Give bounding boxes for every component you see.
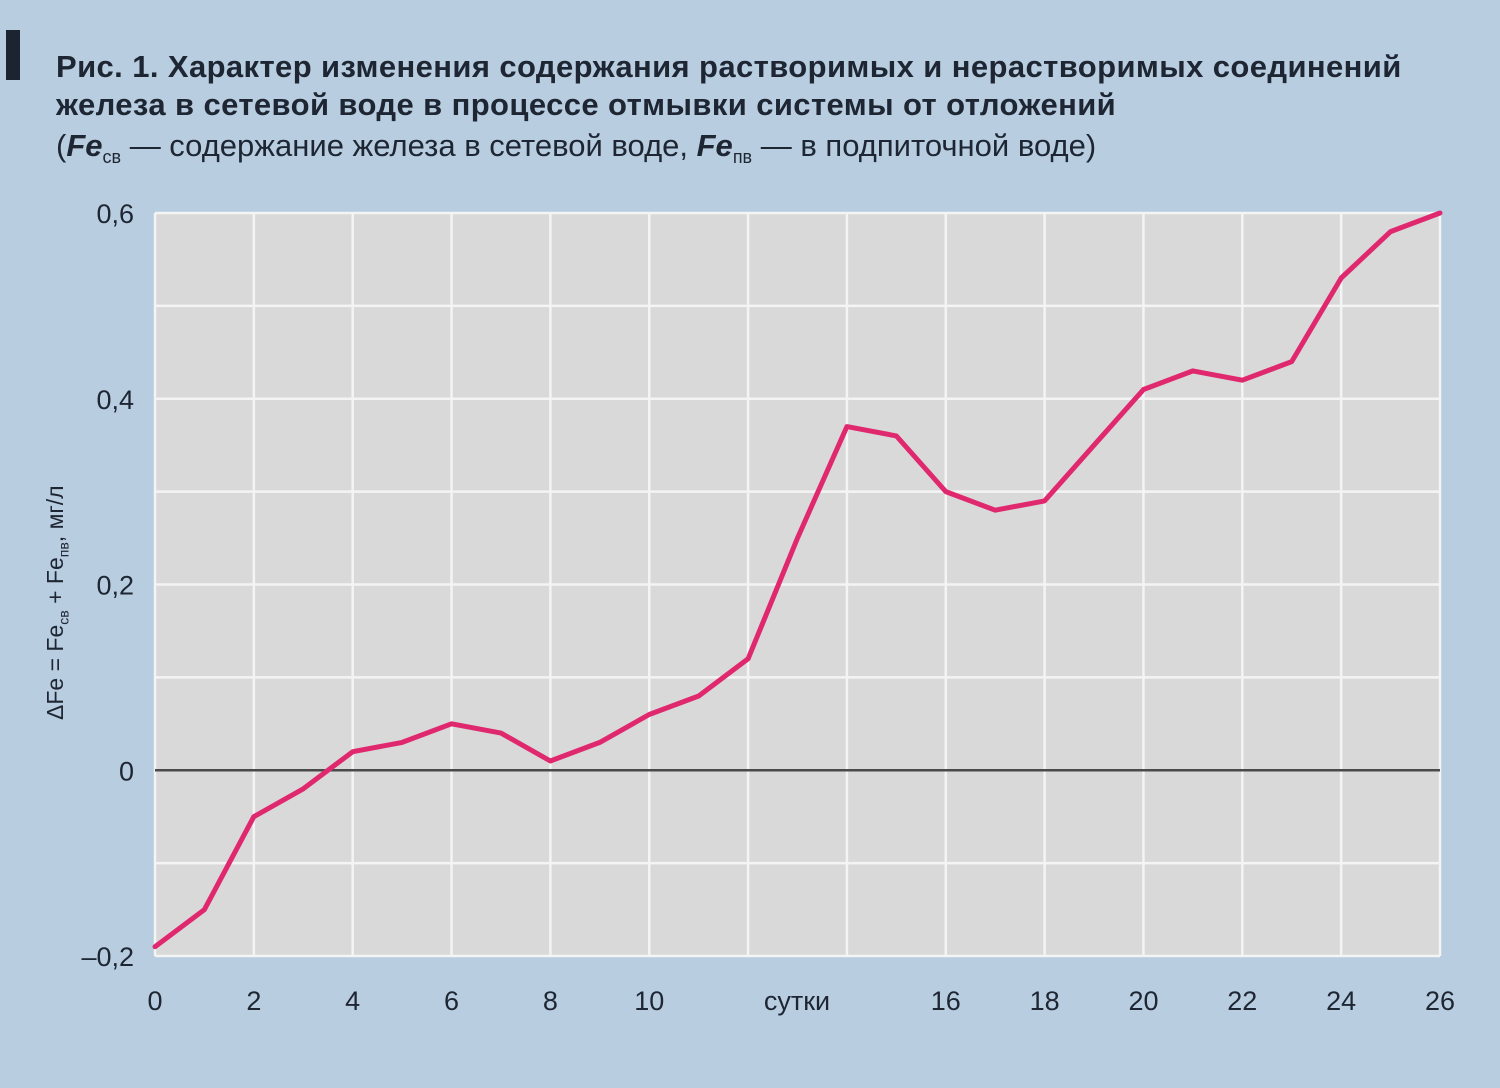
y-ticks: –0,2 0 0,2 0,4 0,6: [81, 199, 134, 972]
y-tick-label: 0: [119, 756, 134, 786]
y-tick-label: 0,4: [96, 385, 134, 415]
x-tick-label: 2: [246, 986, 261, 1016]
caption-sub-sv: св: [102, 147, 122, 168]
corner-mark: [6, 30, 20, 80]
caption-fe-sv: Feсв: [66, 128, 121, 167]
y-tick-label: 0,2: [96, 571, 134, 601]
x-tick-label: 4: [345, 986, 360, 1016]
x-axis-label: сутки: [764, 986, 830, 1016]
y-tick-label: –0,2: [81, 942, 134, 972]
x-tick-label: 8: [543, 986, 558, 1016]
caption-note-mid: — содержание железа в сетевой воде,: [121, 128, 697, 163]
caption-title-line-1: Рис. 1. Характер изменения содержания ра…: [56, 49, 1402, 84]
figure-caption: Рис. 1. Характер изменения содержания ра…: [56, 48, 1476, 179]
caption-fe-symbol: Fe: [66, 128, 103, 163]
caption-fe-pv: Feпв: [696, 128, 753, 167]
x-tick-label: 16: [931, 986, 961, 1016]
caption-sub-pv: пв: [732, 147, 753, 168]
caption-note-open: (: [56, 128, 67, 163]
caption-fe-symbol: Fe: [696, 128, 733, 163]
x-tick-label: 10: [634, 986, 664, 1016]
caption-title-line-2: железа в сетевой воде в процессе отмывки…: [56, 87, 1117, 122]
grid: [153, 211, 1442, 958]
x-tick-label: 6: [444, 986, 459, 1016]
x-tick-label: 18: [1030, 986, 1060, 1016]
x-tick-label: 24: [1326, 986, 1356, 1016]
x-tick-label: 20: [1128, 986, 1158, 1016]
x-tick-label: 0: [147, 986, 162, 1016]
x-ticks: 0 2 4 6 8 10 16 18 20 22 24 26: [147, 986, 1455, 1016]
y-tick-label: 0,6: [96, 199, 134, 229]
x-tick-label: 26: [1425, 986, 1455, 1016]
caption-note-end: — в подпиточной воде): [752, 128, 1097, 163]
x-tick-label: 22: [1227, 986, 1257, 1016]
caption-note: (Feсв — содержание железа в сетевой воде…: [56, 124, 1476, 179]
series-line: [152, 210, 1443, 950]
